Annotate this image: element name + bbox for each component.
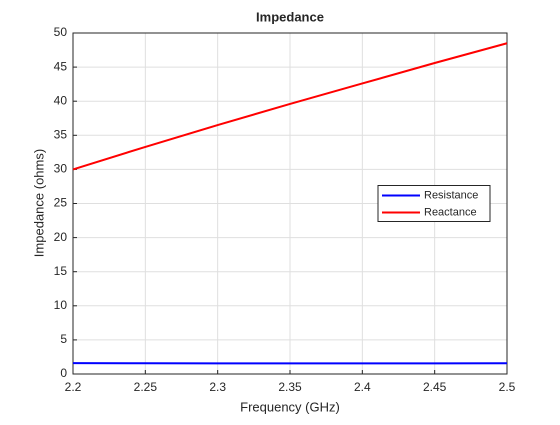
y-tick-label: 25 xyxy=(54,196,68,210)
x-tick-label: 2.45 xyxy=(423,380,447,394)
y-tick-label: 45 xyxy=(54,59,68,73)
x-tick-label: 2.2 xyxy=(65,380,82,394)
y-tick-label: 35 xyxy=(54,127,68,141)
x-tick-label: 2.35 xyxy=(278,380,302,394)
y-tick-label: 15 xyxy=(54,264,68,278)
y-tick-label: 20 xyxy=(54,230,68,244)
legend-label: Reactance xyxy=(424,206,477,218)
x-tick-label: 2.25 xyxy=(134,380,158,394)
y-tick-label: 40 xyxy=(54,93,68,107)
y-axis-label: Impedance (ohms) xyxy=(31,149,46,257)
legend-label: Resistance xyxy=(424,189,478,201)
x-tick-label: 2.4 xyxy=(354,380,371,394)
chart-title: Impedance xyxy=(256,9,324,24)
y-tick-label: 50 xyxy=(54,25,68,39)
x-tick-label: 2.3 xyxy=(209,380,226,394)
x-tick-label: 2.5 xyxy=(499,380,516,394)
y-tick-label: 30 xyxy=(54,162,68,176)
x-axis-label: Frequency (GHz) xyxy=(240,399,340,414)
y-tick-label: 10 xyxy=(54,298,68,312)
y-tick-label: 0 xyxy=(60,366,67,380)
y-tick-label: 5 xyxy=(60,332,67,346)
